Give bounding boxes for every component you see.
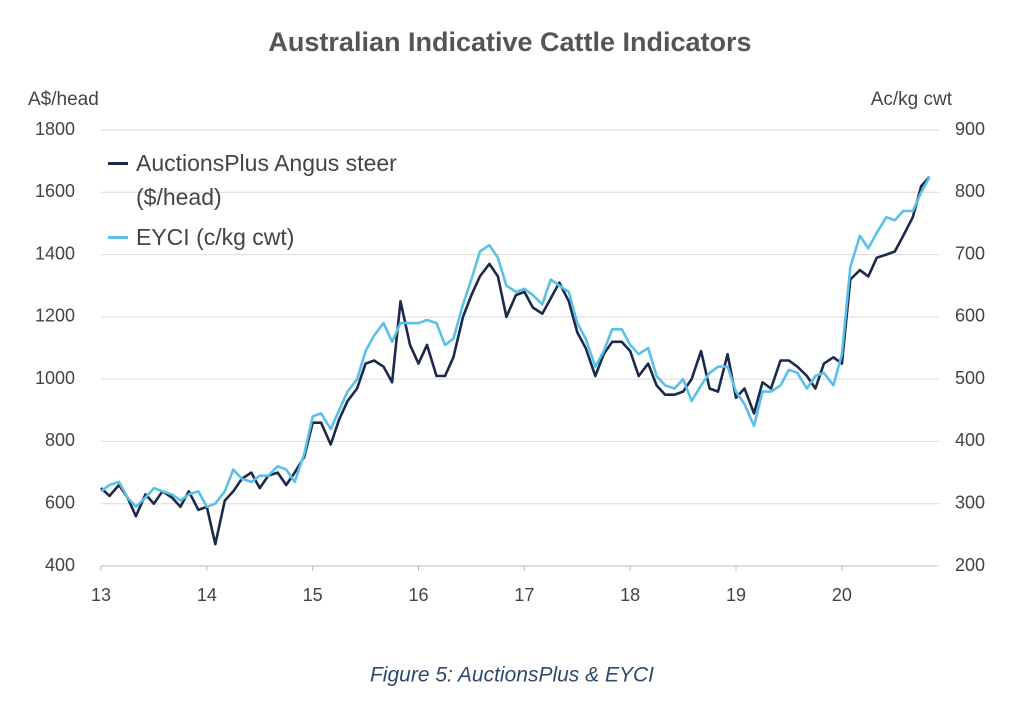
x-tick-label: 13: [91, 585, 111, 605]
y-tick-label: 1400: [35, 243, 75, 263]
legend-swatch: [108, 236, 128, 239]
y-tick-label: 800: [45, 430, 75, 450]
y2-tick-label: 700: [955, 243, 985, 263]
y-tick-label: 1800: [35, 119, 75, 139]
y2-axis-label: Ac/kg cwt: [871, 89, 953, 110]
x-tick-label: 15: [303, 585, 323, 605]
legend-entry: EYCI (c/kg cwt): [108, 220, 458, 254]
y-tick-label: 400: [45, 555, 75, 575]
y-tick-label: 600: [45, 492, 75, 512]
legend: AuctionsPlus Angus steer ($/head) EYCI (c…: [108, 146, 458, 260]
y2-tick-label: 200: [955, 555, 985, 575]
legend-swatch: [108, 162, 128, 165]
y2-tick-label: 300: [955, 492, 985, 512]
y2-tick-label: 900: [955, 119, 985, 139]
x-tick-label: 14: [197, 585, 217, 605]
x-tick-label: 19: [726, 585, 746, 605]
x-tick-label: 18: [620, 585, 640, 605]
x-tick-label: 20: [832, 585, 852, 605]
y-tick-label: 1200: [35, 306, 75, 326]
y-tick-label: 1600: [35, 181, 75, 201]
y2-tick-label: 600: [955, 306, 985, 326]
x-tick-label: 17: [514, 585, 534, 605]
legend-label: AuctionsPlus Angus steer ($/head): [136, 150, 397, 210]
caption: Figure 5: AuctionsPlus & EYCI: [370, 664, 654, 687]
y2-tick-label: 400: [955, 430, 985, 450]
y-axis-label: A$/head: [28, 89, 99, 110]
series-line: [100, 176, 931, 509]
y-tick-label: 1000: [35, 368, 75, 388]
legend-label: EYCI (c/kg cwt): [136, 224, 295, 250]
chart-title: Australian Indicative Cattle Indicators: [268, 27, 751, 57]
legend-entry: AuctionsPlus Angus steer ($/head): [108, 146, 458, 214]
y2-tick-label: 500: [955, 368, 985, 388]
y2-tick-label: 800: [955, 181, 985, 201]
series-line: [100, 175, 931, 546]
x-tick-label: 16: [408, 585, 428, 605]
